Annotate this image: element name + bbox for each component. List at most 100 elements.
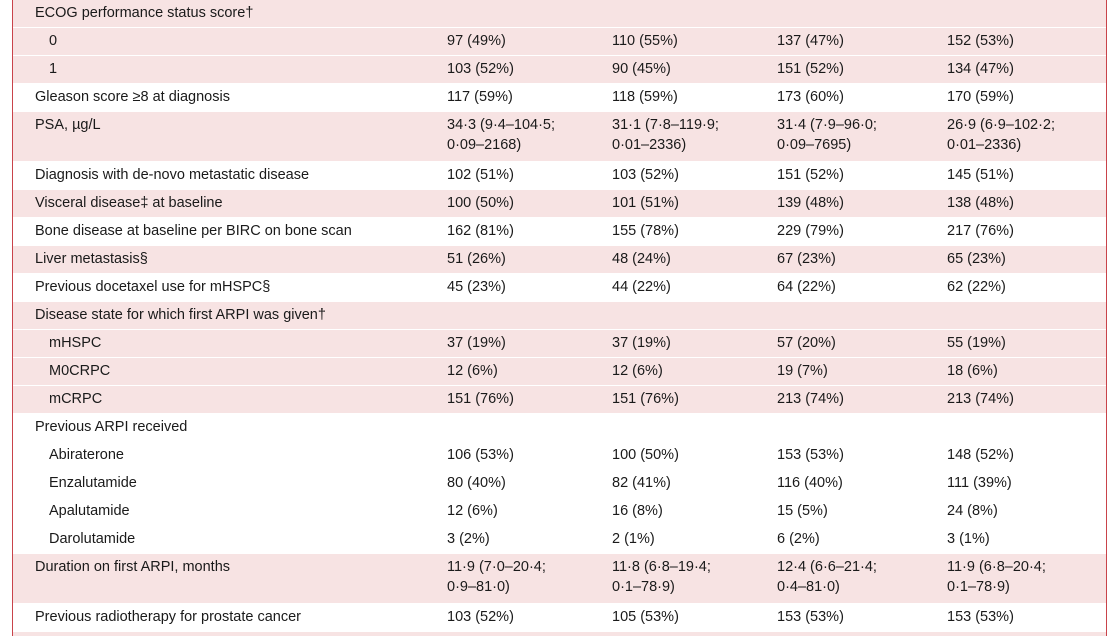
value-cell-col4: 111 (39%): [947, 475, 1012, 491]
value-cell-col2: 16 (8%): [612, 503, 663, 519]
value-cell-col4: 18 (6%): [947, 363, 998, 379]
value-cell-col3: 64 (22%): [777, 279, 836, 295]
row-label: Enzalutamide: [49, 475, 137, 491]
value-cell-col3: 19 (7%): [777, 363, 828, 379]
row-label: M0CRPC: [49, 363, 111, 379]
value-cell-col1: 3 (2%): [447, 531, 490, 547]
value-cell-col2: 101 (51%): [612, 195, 679, 211]
value-cell-col3: 213 (74%): [777, 391, 844, 407]
value-cell-col4: 170 (59%): [947, 89, 1014, 105]
value-cell-col4: 148 (52%): [947, 447, 1014, 463]
value-cell-col1: 34·3 (9·4–104·5;: [447, 117, 556, 133]
value-cell-col4: 138 (48%): [947, 195, 1014, 211]
value-cell-col1: 11·9 (7·0–20·4;: [447, 559, 546, 575]
value-cell-col1: 151 (76%): [447, 391, 514, 407]
table-row: Previous radiotherapy for prostate cance…: [13, 604, 1106, 632]
table-row: Apalutamide 12 (6%) 16 (8%) 15 (5%) 24 (8%): [13, 498, 1106, 526]
row-label: Duration on first ARPI, months: [35, 559, 231, 575]
value-cell-col3-line2: 0·4–81·0): [777, 579, 840, 595]
value-cell-col2: 12 (6%): [612, 363, 663, 379]
table-row: Abiraterone 106 (53%) 100 (50%) 153 (53%) 14…: [13, 442, 1106, 470]
table-row: Darolutamide 3 (2%) 2 (1%) 6 (2%) 3 (1%): [13, 526, 1106, 554]
row-label: Visceral disease‡ at baseline: [35, 195, 223, 211]
value-cell-col2-line2: 0·1–78·9): [612, 579, 675, 595]
value-cell-col1: 45 (23%): [447, 279, 506, 295]
value-cell-col2: 31·1 (7·8–119·9;: [612, 117, 719, 133]
table-row: mCRPC 151 (76%) 151 (76%) 213 (74%) 213 (74%…: [13, 386, 1106, 414]
value-cell-col4: 3 (1%): [947, 531, 990, 547]
value-cell-col4: 62 (22%): [947, 279, 1006, 295]
value-cell-col3: 116 (40%): [777, 475, 843, 491]
row-label: Darolutamide: [49, 531, 136, 547]
value-cell-col2: 151 (76%): [612, 391, 679, 407]
value-cell-col2: 155 (78%): [612, 223, 679, 239]
value-cell-col1: 100 (50%): [447, 195, 514, 211]
value-cell-col2: 105 (53%): [612, 609, 679, 625]
row-label: ECOG performance status score†: [35, 5, 254, 21]
value-cell-col1: 117 (59%): [447, 89, 513, 105]
table-row: 1 103 (52%) 90 (45%) 151 (52%) 134 (47%): [13, 56, 1106, 84]
value-cell-col1: 106 (53%): [447, 447, 514, 463]
value-cell-col1: 103 (52%): [447, 61, 514, 77]
value-cell-col3: 31·4 (7·9–96·0;: [777, 117, 877, 133]
row-label: mHSPC: [49, 335, 102, 351]
row-label: 1: [49, 61, 58, 77]
value-cell-col4: 145 (51%): [947, 167, 1014, 183]
value-cell-col2: 48 (24%): [612, 251, 671, 267]
value-cell-col4: 26·9 (6·9–102·2;: [947, 117, 1056, 133]
value-cell-col4: 152 (53%): [947, 33, 1014, 49]
value-cell-col2: 37 (19%): [612, 335, 671, 351]
value-cell-col4: 65 (23%): [947, 251, 1006, 267]
value-cell-col4: 24 (8%): [947, 503, 998, 519]
value-cell-col3: 12·4 (6·6–21·4;: [777, 559, 877, 575]
row-label: 0: [49, 33, 58, 49]
value-cell-col1: 102 (51%): [447, 167, 514, 183]
value-cell-col1: 97 (49%): [447, 33, 506, 49]
value-cell-col2: 11·8 (6·8–19·4;: [612, 559, 711, 575]
value-cell-col4: 134 (47%): [947, 61, 1014, 77]
value-cell-col4: 153 (53%): [947, 609, 1014, 625]
value-cell-col2: 110 (55%): [612, 33, 678, 49]
value-cell-col3-line2: 0·09–7695): [777, 137, 852, 153]
value-cell-col4: 213 (74%): [947, 391, 1014, 407]
value-cell-col4-line2: 0·01–2336): [947, 137, 1022, 153]
row-label: Bone disease at baseline per BIRC on bon…: [35, 223, 352, 239]
value-cell-col1: 37 (19%): [447, 335, 506, 351]
row-label: Diagnosis with de-novo metastatic diseas…: [35, 167, 310, 183]
baseline-characteristics-table: ECOG performance status score† 0 97 (49%) 1…: [12, 0, 1107, 636]
table-row: Gleason score ≥8 at diagnosis 117 (59%) 11…: [13, 84, 1106, 112]
value-cell-col1-line2: 0·09–2168): [447, 137, 522, 153]
row-label: Gleason score ≥8 at diagnosis: [35, 89, 230, 105]
value-cell-col2-line2: 0·01–2336): [612, 137, 687, 153]
table-row: Disease state for which first ARPI was g…: [13, 302, 1106, 330]
value-cell-col2: 100 (50%): [612, 447, 679, 463]
value-cell-col3: 153 (53%): [777, 447, 844, 463]
value-cell-col2: 90 (45%): [612, 61, 671, 77]
row-label: Liver metastasis§: [35, 251, 148, 267]
value-cell-col4-line2: 0·1–78·9): [947, 579, 1010, 595]
row-label: Previous docetaxel use for mHSPC§: [35, 279, 271, 295]
value-cell-col3: 67 (23%): [777, 251, 836, 267]
value-cell-col2: 82 (41%): [612, 475, 671, 491]
value-cell-col4: 11·9 (6·8–20·4;: [947, 559, 1046, 575]
value-cell-col3: 15 (5%): [777, 503, 828, 519]
value-cell-col1: 162 (81%): [447, 223, 514, 239]
table-row: Bone disease at baseline per BIRC on bon…: [13, 218, 1106, 246]
row-label: Apalutamide: [49, 503, 130, 519]
value-cell-col2: 118 (59%): [612, 89, 678, 105]
value-cell-col3: 139 (48%): [777, 195, 844, 211]
table-row: Previous docetaxel use for mHSPC§ 45 (23%…: [13, 274, 1106, 302]
value-cell-col2: 44 (22%): [612, 279, 671, 295]
value-cell-col1: 80 (40%): [447, 475, 506, 491]
row-label: Abiraterone: [49, 447, 124, 463]
value-cell-col2: 2 (1%): [612, 531, 655, 547]
value-cell-col2: 103 (52%): [612, 167, 679, 183]
table-row: Enzalutamide 80 (40%) 82 (41%) 116 (40%) 111…: [13, 470, 1106, 498]
value-cell-col1: 12 (6%): [447, 503, 498, 519]
table-row: ECOG performance status score†: [13, 0, 1106, 28]
table-row: Liver metastasis§ 51 (26%) 48 (24%) 67 (23%…: [13, 246, 1106, 274]
value-cell-col3: 137 (47%): [777, 33, 844, 49]
value-cell-col3: 173 (60%): [777, 89, 844, 105]
value-cell-col1: 103 (52%): [447, 609, 514, 625]
value-cell-col3: 151 (52%): [777, 167, 844, 183]
